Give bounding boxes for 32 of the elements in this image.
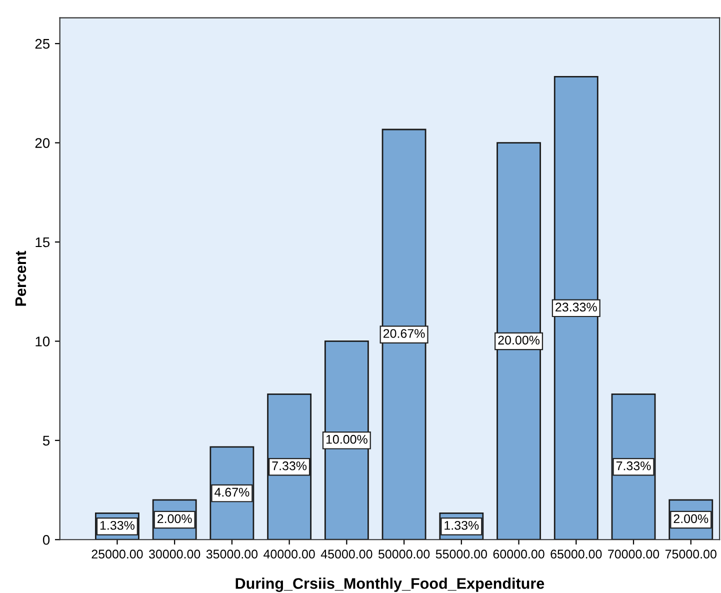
y-tick-label: 0: [42, 534, 50, 545]
bar: [267, 393, 312, 540]
data-label: 20.00%: [498, 336, 540, 345]
data-label: 1.33%: [444, 520, 479, 530]
y-tick-label: 15: [36, 237, 50, 248]
y-tick-label: 5: [42, 436, 50, 446]
x-tick-label: 40000.00: [264, 550, 315, 559]
x-tick-label: 45000.00: [320, 550, 372, 559]
y-axis-title: Percent: [15, 250, 26, 306]
data-label: 2.00%: [674, 514, 708, 524]
x-tick-label: 65000.00: [550, 550, 602, 559]
data-label: 10.00%: [326, 434, 368, 444]
y-tick-label: 20: [35, 138, 50, 148]
y-tick-label: 10: [36, 336, 50, 346]
y-tick-label: 25: [35, 38, 50, 49]
bar: [611, 393, 656, 540]
x-tick-label: 60000.00: [493, 550, 544, 559]
x-tick-label: 25000.00: [92, 550, 143, 559]
data-label: 2.00%: [157, 514, 192, 524]
data-label: 7.33%: [616, 461, 651, 470]
data-label: 1.33%: [100, 520, 134, 530]
x-tick-label: 55000.00: [436, 550, 487, 559]
data-label: 4.67%: [214, 488, 250, 497]
x-tick-label: 50000.00: [378, 550, 430, 559]
x-axis-title: During_Crsiis_Monthly_Food_Expenditure: [236, 578, 544, 592]
x-tick-label: 70000.00: [608, 550, 660, 559]
x-tick-label: 75000.00: [665, 550, 716, 559]
data-label: 23.33%: [556, 302, 597, 312]
x-tick-label: 30000.00: [148, 550, 200, 559]
x-tick-label: 35000.00: [206, 550, 258, 559]
data-label: 7.33%: [272, 461, 307, 470]
data-label: 20.67%: [383, 329, 425, 338]
